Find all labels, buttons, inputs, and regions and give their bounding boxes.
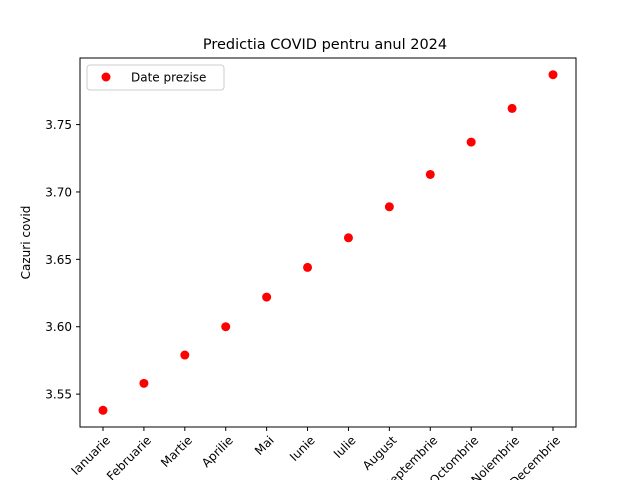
data-point xyxy=(343,233,353,243)
data-point xyxy=(98,405,108,415)
plot-area-frame xyxy=(79,57,577,428)
data-point xyxy=(221,322,231,332)
data-point xyxy=(425,169,435,179)
data-point xyxy=(303,262,313,272)
y-tick-label: 3.70 xyxy=(45,185,72,199)
y-tick-label: 3.55 xyxy=(45,388,72,402)
y-tick-label: 3.75 xyxy=(45,118,72,132)
data-point xyxy=(384,202,394,212)
data-point xyxy=(548,70,558,80)
y-tick-label: 3.65 xyxy=(45,253,72,267)
legend: Date prezise xyxy=(86,64,225,91)
legend-marker xyxy=(101,72,111,82)
data-point xyxy=(262,292,272,302)
data-points xyxy=(98,70,558,415)
data-point xyxy=(139,378,149,388)
legend-label: Date prezise xyxy=(131,71,206,85)
y-axis-label: Cazuri covid xyxy=(19,206,33,280)
y-axis-ticks: 3.55 3.60 3.65 3.70 3.75 xyxy=(45,118,80,402)
data-point xyxy=(507,103,517,113)
data-point xyxy=(180,350,190,360)
y-tick-label: 3.60 xyxy=(45,320,72,334)
legend-box xyxy=(86,64,225,91)
data-point xyxy=(466,137,476,147)
chart-title: Predictia COVID pentru anul 2024 xyxy=(203,37,447,53)
